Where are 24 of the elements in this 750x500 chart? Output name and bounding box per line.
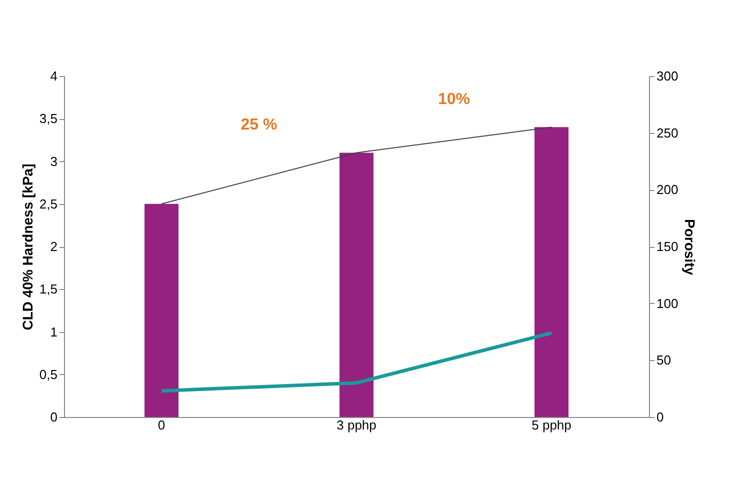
bar [340, 152, 374, 417]
y-tick-label: 3,5 [39, 111, 58, 126]
y-axis-title: CLD 40% Hardness [kPa] [19, 164, 36, 330]
y-tick-label: 3 [50, 154, 58, 169]
y2-axis-title: Porosity [682, 218, 698, 276]
annotation: 10% [438, 91, 470, 108]
y-tick-label: 2,5 [39, 196, 58, 212]
y-tick-label: 1 [50, 324, 58, 340]
x-tick-label: 3 pphp [336, 418, 376, 432]
y-tick-label: 1,5 [39, 282, 58, 297]
y2-tick-label: 300 [656, 68, 678, 84]
annotation: 25 % [240, 116, 278, 134]
y-tick-label: 2 [50, 239, 58, 254]
y2-tick-label: 150 [656, 239, 678, 254]
y2-tick-label: 200 [656, 182, 678, 198]
bar [144, 204, 178, 417]
x-tick-label: 5 pphp [532, 418, 572, 432]
y-tick-label: 0,5 [39, 366, 58, 382]
y2-tick-label: 250 [656, 125, 678, 140]
x-tick-label: 0 [158, 418, 166, 432]
y2-tick-label: 100 [656, 296, 678, 311]
y2-tick-label: 50 [656, 352, 671, 368]
y-tick-label: 4 [50, 68, 58, 84]
bar [534, 127, 568, 417]
